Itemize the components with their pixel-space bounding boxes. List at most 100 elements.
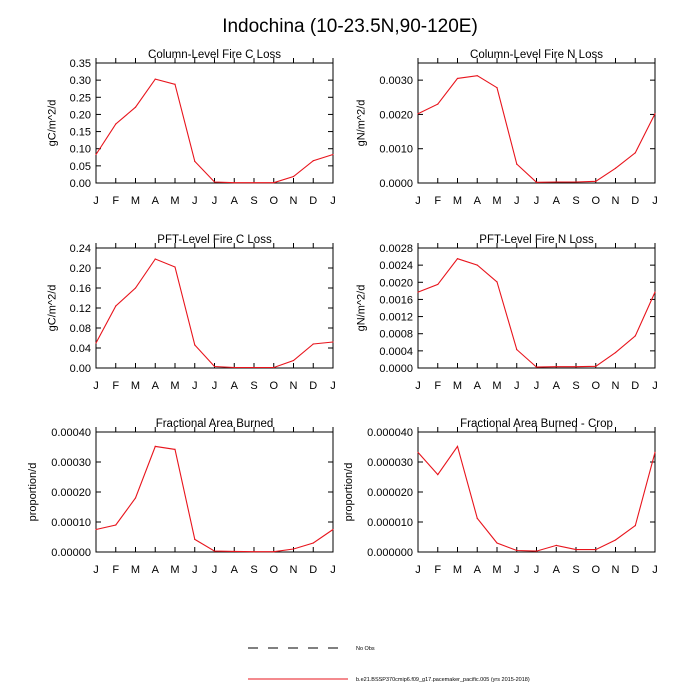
data-point <box>476 517 478 520</box>
x-tick-label: F <box>434 380 441 392</box>
y-tick-label: 0.20 <box>70 263 91 275</box>
x-tick-label: S <box>572 195 579 207</box>
x-tick-label: O <box>269 380 278 392</box>
y-axis-label: proportion/d <box>27 463 39 522</box>
data-point <box>516 348 518 351</box>
data-point <box>437 474 439 476</box>
y-tick-label: 0.000020 <box>367 487 413 499</box>
data-point <box>516 163 518 165</box>
y-tick-label: 0.10 <box>70 144 91 156</box>
series-line <box>95 258 334 369</box>
data-point <box>614 539 617 541</box>
data-point <box>233 182 235 184</box>
data-point <box>154 78 156 80</box>
y-tick-label: 0.000010 <box>367 517 413 529</box>
data-point <box>456 258 459 260</box>
x-tick-label: S <box>250 195 257 207</box>
data-point <box>437 283 439 286</box>
y-tick-label: 0.0008 <box>379 329 413 341</box>
data-point <box>456 77 459 80</box>
y-tick-label: 0.0016 <box>379 294 413 306</box>
data-point <box>555 366 557 368</box>
data-point <box>174 83 176 85</box>
data-point <box>614 351 617 354</box>
data-point <box>332 341 334 343</box>
data-point <box>634 525 636 527</box>
data-point <box>312 160 314 162</box>
legend: No Obs b.e21.BSSP370cmip6.f09_g17.pacema… <box>248 646 530 683</box>
x-tick-label: J <box>93 195 99 207</box>
data-point <box>535 366 538 368</box>
y-tick-label: 0.0004 <box>379 346 413 358</box>
data-point <box>332 528 334 531</box>
y-tick-label: 0.0012 <box>379 312 413 324</box>
x-tick-label: N <box>290 195 298 207</box>
data-point <box>614 167 617 169</box>
series-line <box>417 258 656 368</box>
x-tick-label: J <box>652 564 658 576</box>
x-tick-label: D <box>631 380 639 392</box>
x-tick-label: M <box>131 564 140 576</box>
x-tick-label: N <box>612 380 620 392</box>
x-tick-label: N <box>612 564 620 576</box>
x-tick-label: A <box>553 564 561 576</box>
x-tick-label: S <box>572 380 579 392</box>
data-point <box>213 365 216 368</box>
data-point <box>134 106 137 108</box>
x-tick-label: O <box>269 564 278 576</box>
y-tick-label: 0.12 <box>70 303 91 315</box>
x-tick-label: F <box>434 195 441 207</box>
x-tick-label: A <box>231 195 239 207</box>
x-tick-label: J <box>93 380 99 392</box>
x-tick-label: D <box>631 195 639 207</box>
y-tick-label: 0.0030 <box>379 75 413 87</box>
y-tick-label: 0.04 <box>70 343 91 355</box>
x-tick-label: A <box>553 195 561 207</box>
x-tick-label: J <box>415 564 421 576</box>
x-tick-label: J <box>534 564 540 576</box>
data-point <box>154 258 156 260</box>
x-tick-label: S <box>250 564 257 576</box>
data-point <box>273 551 275 553</box>
x-tick-label: M <box>131 195 140 207</box>
x-tick-label: J <box>330 195 336 207</box>
x-tick-label: J <box>415 195 421 207</box>
y-tick-label: 0.0000 <box>379 178 413 190</box>
data-point <box>654 451 656 453</box>
x-tick-label: M <box>170 564 179 576</box>
x-tick-label: J <box>514 564 520 576</box>
x-tick-label: O <box>591 195 600 207</box>
x-tick-label: M <box>453 380 462 392</box>
panel-title: PFT-Level Fire N Loss <box>479 234 594 246</box>
y-tick-label: 0.0020 <box>379 277 413 289</box>
x-tick-label: O <box>591 380 600 392</box>
data-point <box>417 451 419 453</box>
data-point <box>535 181 538 183</box>
y-axis-label: gC/m^2/d <box>46 285 58 332</box>
data-point <box>194 344 196 346</box>
data-point <box>575 549 577 551</box>
panel-title: Fractional Area Burned - Crop <box>460 418 613 430</box>
series-line <box>417 445 656 552</box>
data-point <box>634 152 636 154</box>
x-tick-label: A <box>474 564 482 576</box>
y-axis-label: proportion/d <box>343 463 355 522</box>
data-point <box>312 542 314 544</box>
panel-title: Fractional Area Burned <box>156 418 274 430</box>
data-point <box>417 113 419 115</box>
y-tick-label: 0.000030 <box>367 457 413 469</box>
data-point <box>634 335 636 337</box>
x-tick-label: F <box>112 195 119 207</box>
x-tick-label: D <box>631 564 639 576</box>
x-tick-label: M <box>492 380 501 392</box>
data-point <box>437 103 439 105</box>
x-tick-label: A <box>474 195 482 207</box>
x-tick-label: M <box>453 564 462 576</box>
y-tick-label: 0.00020 <box>51 487 91 499</box>
data-point <box>233 550 235 553</box>
legend-obs-label: No Obs <box>356 646 375 652</box>
y-tick-label: 0.0024 <box>379 260 413 272</box>
x-tick-label: J <box>652 380 658 392</box>
